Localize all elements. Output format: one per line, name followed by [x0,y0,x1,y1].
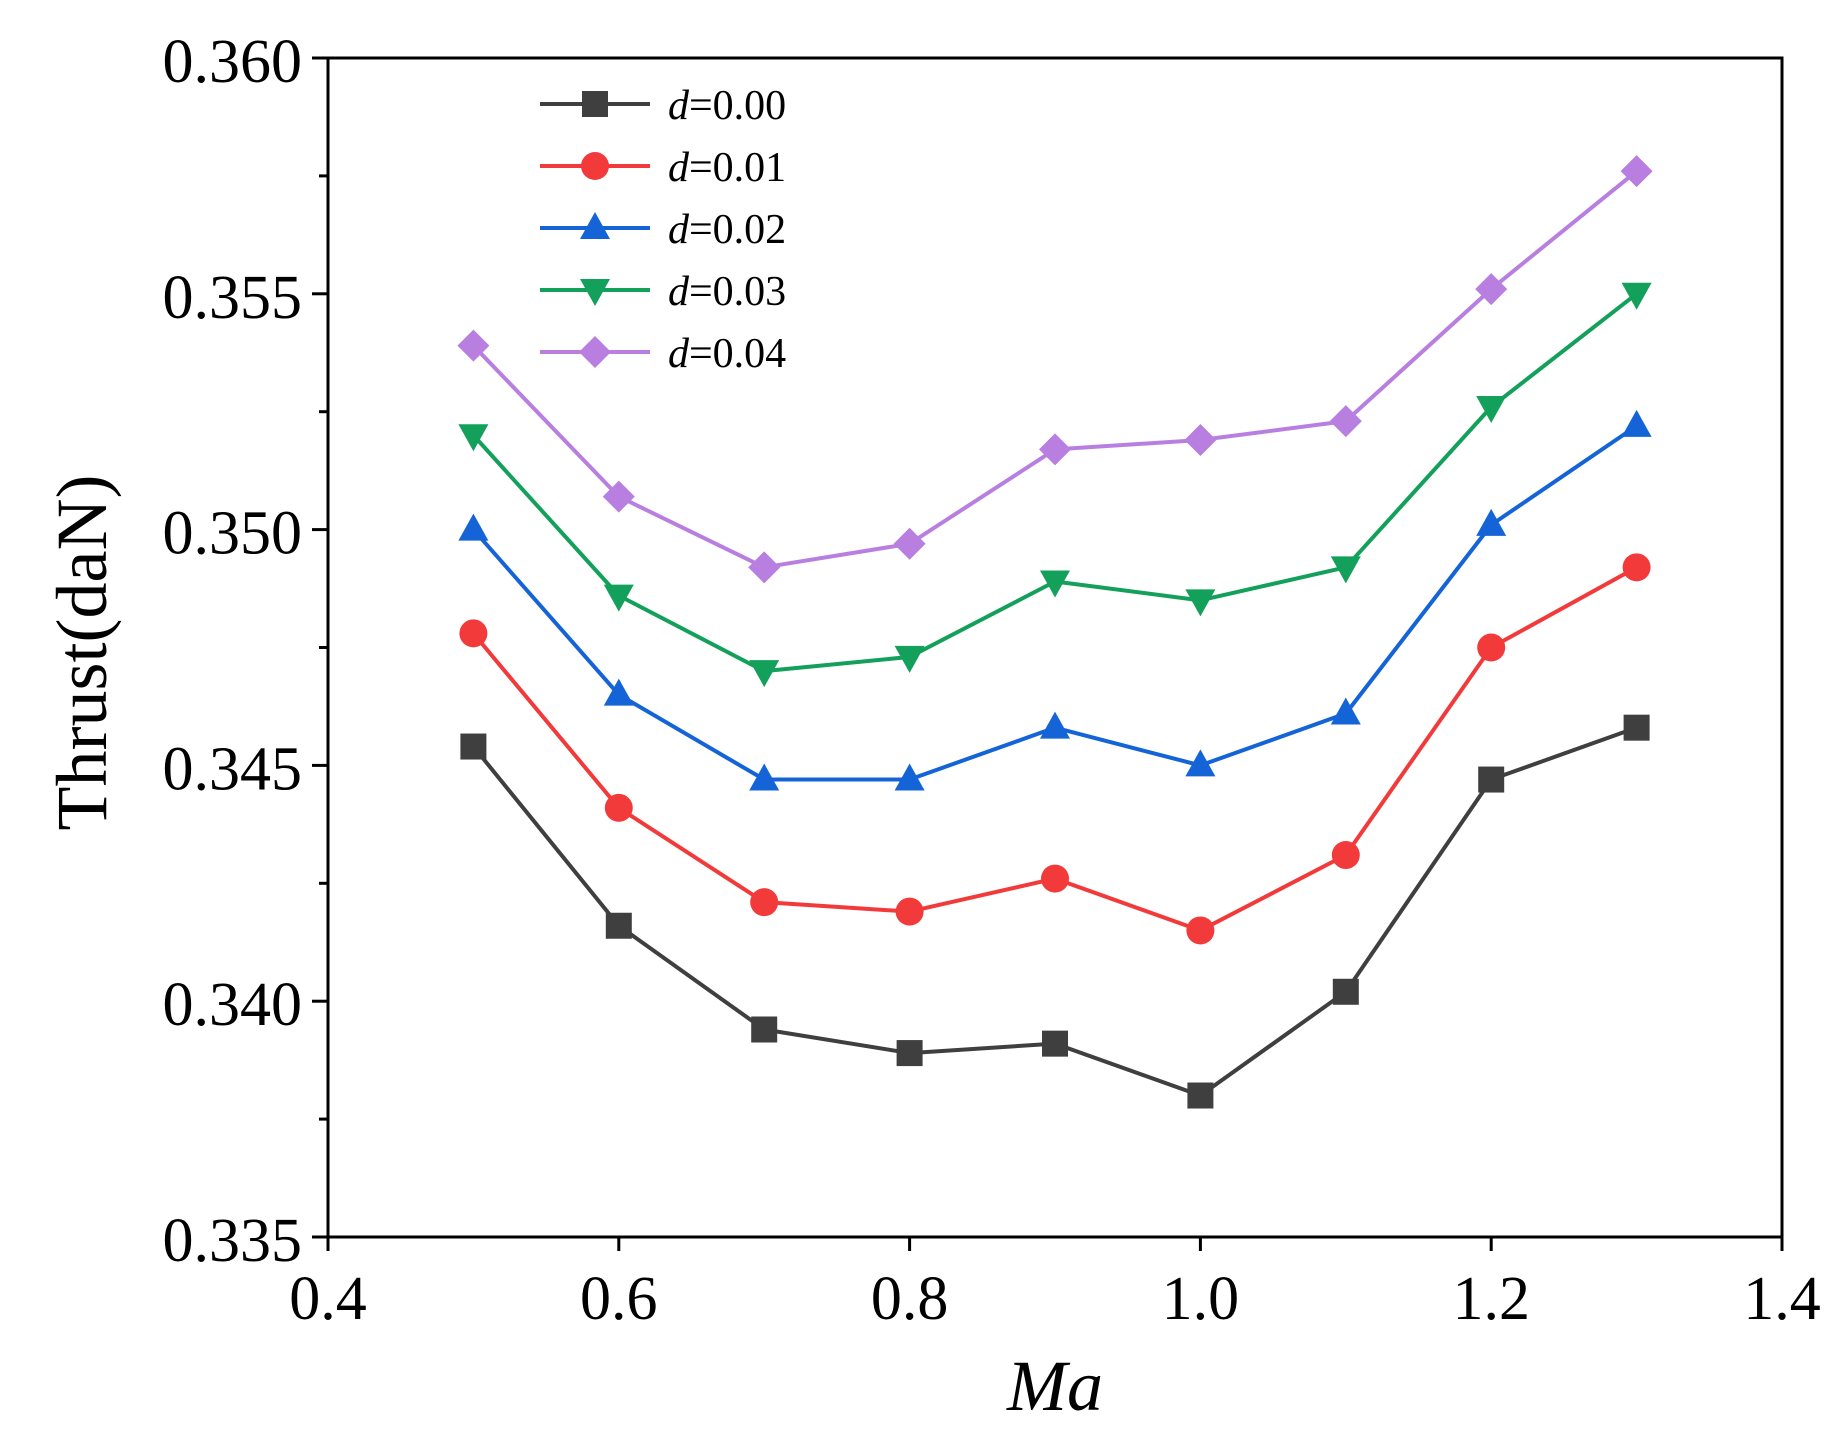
data-point [459,619,488,648]
data-point [893,527,926,560]
data-point [1332,978,1359,1005]
data-point [1623,714,1650,741]
legend-label: d=0.04 [668,331,786,377]
data-point [605,912,632,939]
data-point [894,645,925,673]
x-tick-label: 1.0 [1162,1265,1240,1333]
legend-label: d=0.00 [668,83,786,129]
data-point [751,1016,778,1043]
series-line [471,169,1638,570]
series-d=0.01 [459,553,1651,945]
data-point [1330,556,1361,584]
data-point [458,513,489,541]
data-point [1040,711,1070,739]
legend-marker-icon [579,336,611,368]
legend-label: d=0.03 [668,269,786,315]
series-d=0.03 [458,282,1652,688]
x-tick-label: 1.4 [1743,1265,1821,1333]
data-point [1185,589,1216,617]
y-tick-label: 0.345 [163,735,303,803]
x-axis-title: Ma [1006,1346,1103,1426]
data-point [1330,697,1361,725]
data-point [604,793,633,822]
y-tick-label: 0.340 [163,971,303,1039]
y-axis-ticks: 0.335 0.340 0.345 0.350 0.355 0.360 [163,28,328,1275]
data-point [1622,553,1651,582]
data-point [1329,405,1362,438]
data-point [460,733,487,760]
legend-item: d=0.01 [540,145,786,191]
data-point [1476,508,1507,536]
series-d=0.02 [458,409,1652,791]
y-axis-title: Thrust(daN) [42,475,122,831]
legend-item: d=0.02 [540,207,786,253]
data-point [1186,916,1215,945]
legend: d=0.00 d=0.01 d=0.02 d=0.03 d=0.04 [540,83,786,377]
data-point [1184,423,1217,456]
x-tick-label: 0.4 [289,1265,367,1333]
data-point [895,897,924,926]
data-point [1478,766,1505,793]
data-point [1039,433,1071,466]
data-point [750,888,779,917]
series-layer [457,155,1653,1109]
legend-marker-icon [581,152,609,180]
data-point [1187,1082,1214,1109]
data-point [457,329,490,362]
data-point [896,1040,923,1067]
x-tick-label: 0.8 [871,1265,949,1333]
data-point [1476,395,1507,423]
data-point [602,480,635,513]
data-point [1621,282,1652,310]
data-point [749,763,780,791]
data-point [1042,1030,1068,1057]
y-tick-label: 0.360 [163,28,303,96]
plot-frame [326,56,1784,1239]
legend-item: d=0.04 [540,331,786,377]
data-point [603,678,634,706]
y-tick-label: 0.350 [163,500,303,568]
y-tick-label: 0.335 [163,1207,303,1275]
data-point [1331,841,1360,870]
x-axis-ticks: 0.4 0.6 0.8 1.0 1.2 1.4 [289,1237,1821,1333]
legend-item: d=0.03 [540,269,786,315]
data-point [1041,864,1069,893]
series-d=0.04 [457,155,1653,584]
legend-marker-icon [580,212,610,239]
data-point [1475,273,1508,306]
series-d=0.00 [460,714,1650,1109]
data-point [894,763,925,791]
legend-label: d=0.01 [668,145,786,191]
x-tick-label: 0.6 [580,1265,658,1333]
legend-label: d=0.02 [668,207,786,253]
data-point [1185,749,1216,777]
data-point [1621,409,1652,437]
data-point [1040,570,1070,598]
data-point [1620,155,1653,188]
legend-marker-icon [582,91,608,117]
data-point [603,584,634,612]
data-point [458,424,489,452]
data-point [1477,633,1506,662]
legend-marker-icon [580,279,610,306]
data-point [749,660,780,688]
y-tick-label: 0.355 [163,264,303,332]
x-tick-label: 1.2 [1452,1265,1530,1333]
legend-item: d=0.00 [540,83,786,129]
data-point [748,551,781,584]
